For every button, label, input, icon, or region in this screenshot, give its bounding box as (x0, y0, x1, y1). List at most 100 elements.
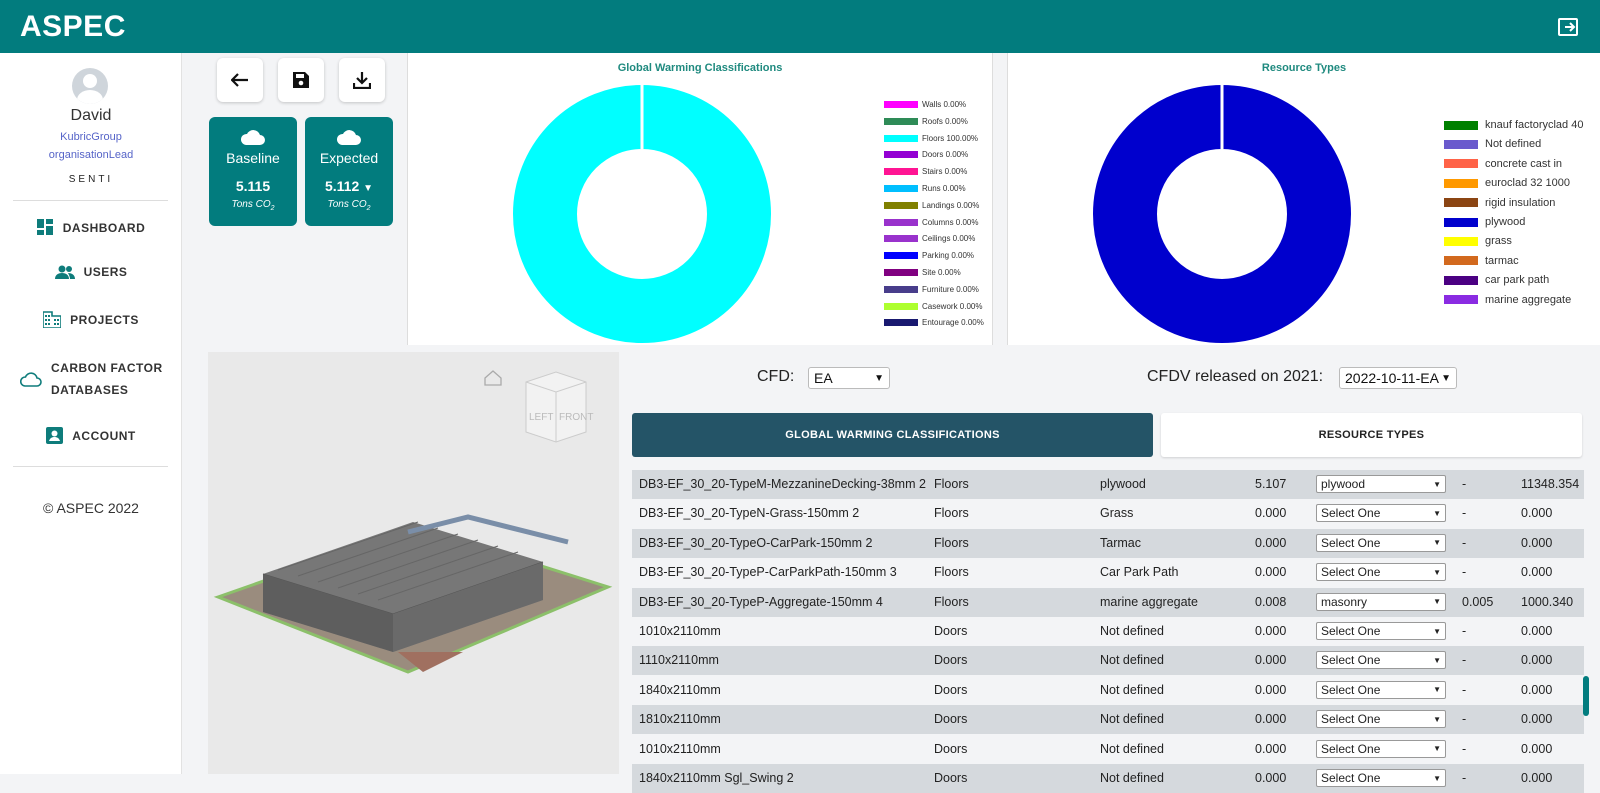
material-select-value: Select One (1321, 712, 1381, 727)
sidebar-item-account[interactable]: ACCOUNT (0, 427, 182, 444)
sidebar-item-dashboard[interactable]: DASHBOARD (0, 219, 182, 236)
material-select[interactable]: Select One ▼ (1316, 533, 1446, 552)
legend-item[interactable]: Parking 0.00% (884, 251, 974, 260)
legend-item[interactable]: Doors 0.00% (884, 150, 968, 159)
material-select[interactable]: masonry ▼ (1316, 592, 1446, 611)
logout-icon[interactable] (1556, 15, 1580, 39)
table-row: DB3-EF_30_20-TypeN-Grass-150mm 2 Floors Gr… (632, 499, 1584, 528)
cell-material: Grass (1100, 506, 1134, 521)
legend-label: Columns 0.00% (922, 217, 979, 227)
table-row: 1010x2110mm Doors Not defined 0.000 - 0.000 Se… (632, 617, 1584, 646)
legend-label: Not defined (1485, 138, 1542, 151)
legend-swatch (884, 134, 918, 142)
copyright: © ASPEC 2022 (43, 500, 139, 516)
legend-item[interactable]: grass (1444, 235, 1512, 247)
tab-global-warming-classifications[interactable]: GLOBAL WARMING CLASSIFICATIONS (632, 413, 1153, 457)
legend-label: euroclad 32 1000 (1485, 177, 1571, 190)
legend-item[interactable]: Runs 0.00% (884, 184, 966, 193)
legend-item[interactable]: Landings 0.00% (884, 201, 979, 210)
table-row: 1010x2110mm Doors Not defined 0.000 - 0.000 Se… (632, 735, 1584, 764)
tab-resource-types[interactable]: RESOURCE TYPES (1161, 413, 1582, 457)
legend-label: Doors 0.00% (922, 150, 969, 160)
cell-total: 0.000 (1521, 712, 1553, 727)
cell-factor: - (1462, 624, 1467, 638)
legend-item[interactable]: knauf factoryclad 40 (1444, 119, 1583, 131)
legend-label: Furniture 0.00% (922, 284, 979, 294)
legend-item[interactable]: Roofs 0.00% (884, 117, 968, 126)
legend-item[interactable]: marine aggregate (1444, 294, 1571, 306)
material-select[interactable]: Select One ▼ (1316, 739, 1446, 758)
cell-total: 1000.340 (1521, 594, 1574, 609)
legend-item[interactable]: plywood (1444, 216, 1525, 228)
legend-label: Landings 0.00% (922, 200, 980, 210)
sidebar-item-projects[interactable]: PROJECTS (0, 311, 182, 328)
material-select[interactable]: Select One ▼ (1316, 563, 1446, 582)
legend-item[interactable]: Stairs 0.00% (884, 167, 967, 176)
avatar[interactable] (72, 68, 108, 104)
material-select[interactable]: Select One ▼ (1316, 622, 1446, 640)
cell-material: Not defined (1100, 653, 1164, 668)
arrow-left-icon (231, 73, 248, 87)
table-row: 1110x2110mm Doors Not defined 0.000 - 0.000 Se… (632, 646, 1584, 676)
legend-item[interactable]: Floors 100.00% (884, 134, 978, 143)
cell-factor: - (1462, 565, 1467, 580)
cell-category: Doors (934, 624, 968, 638)
legend-item[interactable]: car park path (1444, 274, 1549, 286)
legend-label: Runs 0.00% (922, 184, 966, 193)
material-select[interactable]: Select One ▼ (1316, 680, 1446, 699)
material-select-value: Select One (1321, 741, 1381, 756)
legend-label: Roofs 0.00% (922, 116, 968, 126)
cfdv-select[interactable]: 2022-10-11-EA ▼ (1339, 367, 1457, 389)
legend-item[interactable]: Furniture 0.00% (884, 285, 979, 294)
user-role: organisationLead (48, 149, 134, 161)
legend-label: rigid insulation (1485, 196, 1556, 209)
legend-item[interactable]: concrete cast in (1444, 158, 1562, 170)
cell-name: DB3-EF_30_20-TypeN-Grass-150mm 2 (639, 506, 860, 521)
legend-item[interactable]: Site 0.00% (884, 268, 961, 277)
material-select-value: masonry (1321, 594, 1368, 609)
legend-swatch (884, 218, 918, 226)
cfd-select[interactable]: EA ▼ (808, 367, 890, 389)
legend-swatch (884, 252, 918, 260)
cfd-select-value: EA (814, 370, 833, 386)
legend-item[interactable]: Walls 0.00% (884, 100, 966, 109)
model-viewer[interactable]: LEFT FRONT (208, 352, 619, 774)
sidebar-divider (13, 200, 168, 201)
material-select[interactable]: Select One ▼ (1316, 710, 1446, 729)
material-select[interactable]: Select One ▼ (1316, 504, 1446, 523)
home-icon[interactable] (484, 370, 502, 386)
expected-card[interactable]: Expected 5.112 ▼ Tons CO2 (305, 117, 393, 226)
legend-swatch (1444, 178, 1478, 188)
baseline-title: Baseline (226, 150, 280, 166)
back-button[interactable] (217, 58, 263, 102)
legend-item[interactable]: Ceilings 0.00% (884, 234, 975, 243)
legend-item[interactable]: euroclad 32 1000 (1444, 177, 1570, 189)
legend-item[interactable]: rigid insulation (1444, 197, 1555, 209)
material-select-value: Select One (1321, 771, 1381, 785)
view-cube[interactable]: LEFT FRONT (525, 371, 593, 443)
sidebar-item-users[interactable]: USERS (0, 265, 182, 279)
download-button[interactable] (339, 58, 385, 102)
table-scrollbar[interactable] (1583, 676, 1589, 716)
material-select[interactable]: plywood ▼ (1316, 475, 1446, 493)
legend-item[interactable]: Entourage 0.00% (884, 318, 984, 327)
chart-title: Resource Types (1261, 62, 1347, 74)
sidebar-item-label-line1: CARBON FACTOR (51, 361, 163, 375)
save-button[interactable] (278, 58, 324, 102)
legend-item[interactable]: tarmac (1444, 255, 1519, 267)
legend-swatch (884, 269, 918, 276)
cell-name: 1110x2110mm (639, 653, 719, 668)
material-select[interactable]: Select One ▼ (1316, 769, 1446, 787)
legend-item[interactable]: Not defined (1444, 138, 1541, 150)
material-select-value: plywood (1321, 477, 1366, 491)
legend-item[interactable]: Columns 0.00% (884, 218, 978, 227)
cell-material: Not defined (1100, 771, 1164, 785)
sidebar-item-carbon-factor-databases[interactable]: CARBON FACTOR DATABASES (0, 357, 182, 401)
baseline-card: Baseline 5.115 Tons CO2 (209, 117, 297, 226)
legend-item[interactable]: Casework 0.00% (884, 302, 982, 311)
legend-label: tarmac (1485, 254, 1519, 267)
legend-swatch (884, 117, 918, 125)
caret-down-icon[interactable]: ▼ (363, 183, 374, 194)
top-bar: ASPEC (0, 0, 1600, 53)
material-select[interactable]: Select One ▼ (1316, 651, 1446, 670)
